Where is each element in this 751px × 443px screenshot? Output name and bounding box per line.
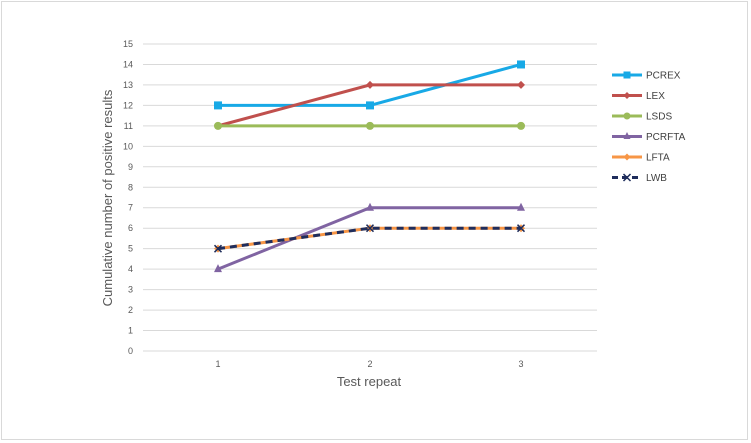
marker-stroke [213, 244, 223, 253]
legend-label-pcrfta: PCRFTA [646, 132, 686, 143]
y-tick-label: 3 [128, 285, 133, 295]
point-pcrex [214, 101, 222, 110]
legend-marker-lwb [622, 173, 632, 182]
legend-item-lfta: LFTA [612, 153, 670, 164]
legend-label-pcrex: PCREX [646, 71, 681, 82]
y-tick-label: 4 [128, 264, 133, 274]
x-tick-label: 3 [518, 359, 523, 369]
point-lex [366, 80, 374, 89]
point-pcrfta [517, 202, 525, 211]
series-pcrfta [214, 202, 525, 273]
point-lsds [214, 121, 222, 130]
point-lsds [366, 121, 374, 130]
legend-marker-lsds [623, 112, 631, 120]
y-tick-label: 12 [123, 100, 133, 110]
x-tick-label: 2 [367, 359, 372, 369]
point-lsds [517, 121, 525, 130]
legend-item-lex: LEX [612, 91, 665, 102]
y-tick-label: 13 [123, 80, 133, 90]
y-tick-label: 15 [123, 39, 133, 49]
point-lex [517, 80, 525, 89]
legend-marker-lfta [623, 153, 631, 161]
x-tick-label: 1 [215, 359, 220, 369]
point-lwb [516, 224, 526, 233]
legend-label-lwb: LWB [646, 173, 667, 184]
y-tick-label: 7 [128, 203, 133, 213]
y-axis-title: Cumulative number of positive results [100, 89, 115, 306]
legend-label-lex: LEX [646, 91, 665, 102]
series-line-pcrfta [217, 206, 521, 271]
legend-label-lsds: LSDS [646, 112, 672, 123]
x-axis-title: Test repeat [337, 374, 402, 389]
series-lwb [213, 224, 526, 253]
legend: PCREX LEX LSDS PCRFTA LFTA LWB [612, 71, 686, 184]
marker-stroke [365, 224, 375, 233]
series-pcrex [214, 60, 525, 110]
series-lines [213, 60, 526, 273]
y-tick-label: 10 [123, 141, 133, 151]
y-tick-label: 2 [128, 305, 133, 315]
marker-stroke [516, 224, 526, 233]
point-pcrex [366, 101, 374, 110]
point-lwb [365, 224, 375, 233]
y-tick-label: 9 [128, 162, 133, 172]
y-tick-label: 14 [123, 59, 133, 69]
y-tick-label: 11 [124, 121, 133, 131]
legend-item-lsds: LSDS [612, 112, 672, 123]
y-tick-label: 0 [128, 346, 133, 356]
point-pcrfta [366, 202, 374, 211]
series-lsds [214, 121, 525, 130]
legend-label-lfta: LFTA [646, 153, 670, 164]
legend-marker-lex [623, 92, 631, 99]
gridlines [143, 43, 597, 352]
legend-marker-pcrex [623, 71, 631, 79]
point-pcrex [517, 60, 525, 69]
point-lwb [213, 244, 223, 253]
y-tick-label: 6 [128, 223, 133, 233]
series-line-lwb [217, 226, 521, 251]
legend-item-pcrex: PCREX [612, 71, 681, 82]
marker-stroke [622, 173, 632, 182]
y-tick-label: 5 [128, 244, 133, 254]
point-pcrfta [214, 264, 222, 273]
legend-item-pcrfta: PCRFTA [612, 132, 686, 143]
y-tick-label: 8 [128, 182, 133, 192]
legend-item-lwb: LWB [612, 173, 667, 184]
legend-marker-pcrfta [623, 132, 631, 139]
x-axis-ticks: 1 2 3 [215, 359, 523, 369]
y-tick-label: 1 [128, 326, 133, 336]
